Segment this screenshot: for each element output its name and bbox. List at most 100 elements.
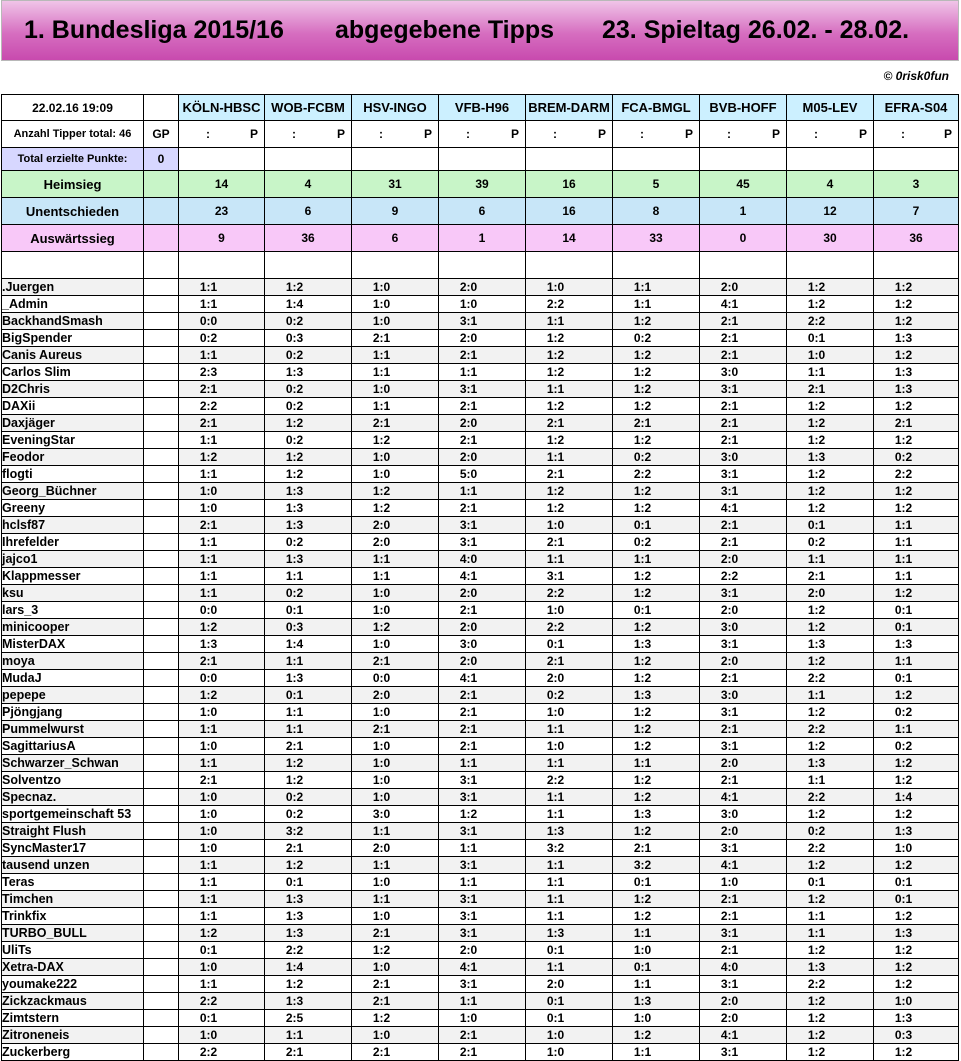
player-tip: 3:2	[612, 856, 700, 874]
tip-score: 1:3	[285, 484, 304, 498]
tip-score: 1:0	[372, 756, 391, 770]
tip-score: 1:1	[459, 875, 478, 889]
tip-score: 0:1	[546, 637, 565, 651]
player-gp	[143, 805, 179, 823]
player-tip: 2:0	[438, 278, 526, 296]
player-tip: 1:1	[525, 788, 613, 806]
player-tip: 1:2	[612, 363, 700, 381]
player-tip: 1:1	[438, 754, 526, 772]
player-tip: 1:3	[264, 890, 352, 908]
player-tip: 1:2	[612, 890, 700, 908]
player-gp	[143, 958, 179, 976]
player-tip: 1:2	[612, 380, 700, 398]
tip-score: 1:1	[459, 841, 478, 855]
tip-score: 1:1	[199, 722, 218, 736]
player-tip: 1:2	[786, 414, 874, 432]
tip-score: 2:0	[459, 331, 478, 345]
player-row: MudaJ 0:0 1:3 0:0 4:1 2:0 1:2 2:1 2:2 0:1	[1, 669, 959, 687]
player-tip: 3:1	[699, 839, 787, 857]
tip-score: 3:1	[459, 824, 478, 838]
player-tip: 3:1	[699, 703, 787, 721]
colon-label: :	[292, 127, 296, 141]
player-row: Straight Flush 1:0 3:2 1:1 3:1 1:3 1:2 2:0 0:2 1:…	[1, 822, 959, 840]
player-tip: 1:2	[786, 941, 874, 959]
tip-score: 1:2	[459, 807, 478, 821]
player-row: EveningStar 1:1 0:2 1:2 2:1 1:2 1:2 2:1 1:2 1:2	[1, 431, 959, 449]
tip-score: 2:1	[720, 773, 739, 787]
tip-score: 1:2	[894, 501, 913, 515]
tip-score: 2:1	[720, 671, 739, 685]
tip-score: 4:1	[720, 858, 739, 872]
tip-score: 1:2	[633, 705, 652, 719]
tip-score: 1:0	[199, 484, 218, 498]
player-tip: 2:2	[786, 788, 874, 806]
player-tip: 1:1	[525, 380, 613, 398]
tip-score: 3:0	[720, 807, 739, 821]
tip-score: 1:0	[199, 705, 218, 719]
player-gp	[143, 907, 179, 925]
spacer-cell	[699, 251, 787, 279]
tip-score: 1:2	[546, 399, 565, 413]
player-tip: 2:1	[786, 380, 874, 398]
tip-score: 2:1	[199, 416, 218, 430]
tip-score: 0:1	[894, 892, 913, 906]
player-tip: 0:1	[786, 329, 874, 347]
tip-score: 2:1	[372, 977, 391, 991]
tip-score: 1:1	[199, 858, 218, 872]
player-tip: 1:3	[264, 499, 352, 517]
player-tip: 1:2	[264, 975, 352, 993]
player-gp	[143, 652, 179, 670]
player-tip: 3:1	[525, 567, 613, 585]
player-tip: 1:1	[525, 958, 613, 976]
player-tip: 0:2	[873, 737, 959, 755]
tip-score: 3:1	[720, 467, 739, 481]
player-tip: 0:2	[264, 533, 352, 551]
tip-score: 2:2	[720, 569, 739, 583]
tip-score: 0:3	[894, 1028, 913, 1042]
tip-score: 1:1	[546, 875, 565, 889]
tip-score: 1:1	[807, 552, 826, 566]
tip-score: 3:1	[720, 841, 739, 855]
player-row: Teras 1:1 0:1 1:0 1:1 1:1 0:1 1:0 0:1 0:1	[1, 873, 959, 891]
tip-score: 1:0	[546, 705, 565, 719]
score-points-header: :P	[178, 120, 265, 148]
player-tip: 1:1	[178, 533, 265, 551]
player-tip: 1:2	[786, 1043, 874, 1061]
tip-score: 1:1	[199, 535, 218, 549]
player-tip: 0:2	[612, 448, 700, 466]
player-name: youmake222	[1, 975, 144, 993]
player-tip: 1:1	[612, 550, 700, 568]
player-tip: 2:3	[178, 363, 265, 381]
player-tip: 2:1	[438, 346, 526, 364]
tip-score: 2:1	[372, 722, 391, 736]
player-tip: 0:1	[612, 873, 700, 891]
points-label: P	[684, 127, 693, 141]
tip-score: 3:1	[720, 926, 739, 940]
stat-value: 16	[525, 197, 613, 225]
total-points-value: 0	[143, 147, 179, 171]
player-tip: 1:1	[873, 550, 959, 568]
tip-score: 1:3	[633, 637, 652, 651]
player-tip: 1:0	[351, 601, 439, 619]
tip-score: 1:2	[633, 620, 652, 634]
tip-score: 1:0	[372, 790, 391, 804]
tip-score: 3:1	[459, 790, 478, 804]
tip-score: 2:0	[720, 280, 739, 294]
player-tip: 1:1	[264, 703, 352, 721]
player-tip: 1:3	[786, 754, 874, 772]
player-tip: 1:1	[525, 873, 613, 891]
tip-score: 1:0	[372, 314, 391, 328]
tip-score: 2:1	[459, 739, 478, 753]
player-gp	[143, 431, 179, 449]
player-tip: 3:1	[699, 975, 787, 993]
player-tip: 2:1	[699, 890, 787, 908]
player-name: Teras	[1, 873, 144, 891]
tip-score: 1:3	[894, 1011, 913, 1025]
player-row: BigSpender 0:2 0:3 2:1 2:0 1:2 0:2 2:1 0:1 1:3	[1, 329, 959, 347]
player-tip: 0:1	[525, 992, 613, 1010]
tip-score: 1:2	[894, 280, 913, 294]
tip-score: 1:1	[372, 824, 391, 838]
tip-score: 1:1	[372, 399, 391, 413]
tip-score: 3:2	[546, 841, 565, 855]
stat-value: 39	[438, 170, 526, 198]
